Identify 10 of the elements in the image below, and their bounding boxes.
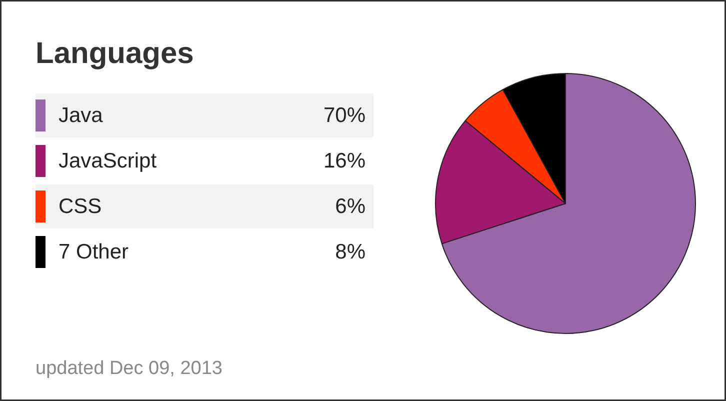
- legend-label: Java: [58, 104, 104, 127]
- legend-label: CSS: [58, 195, 102, 218]
- data-label: 70%: [323, 104, 366, 127]
- chart-title: Languages: [36, 37, 194, 70]
- text: updated Dec 09, 2013: [36, 358, 222, 379]
- data-label: 8%: [335, 240, 366, 264]
- legend-label: JavaScript: [58, 150, 157, 172]
- data-label: 6%: [335, 195, 366, 218]
- legend-label: 7 Other: [58, 240, 129, 264]
- data-label: 16%: [323, 150, 366, 172]
